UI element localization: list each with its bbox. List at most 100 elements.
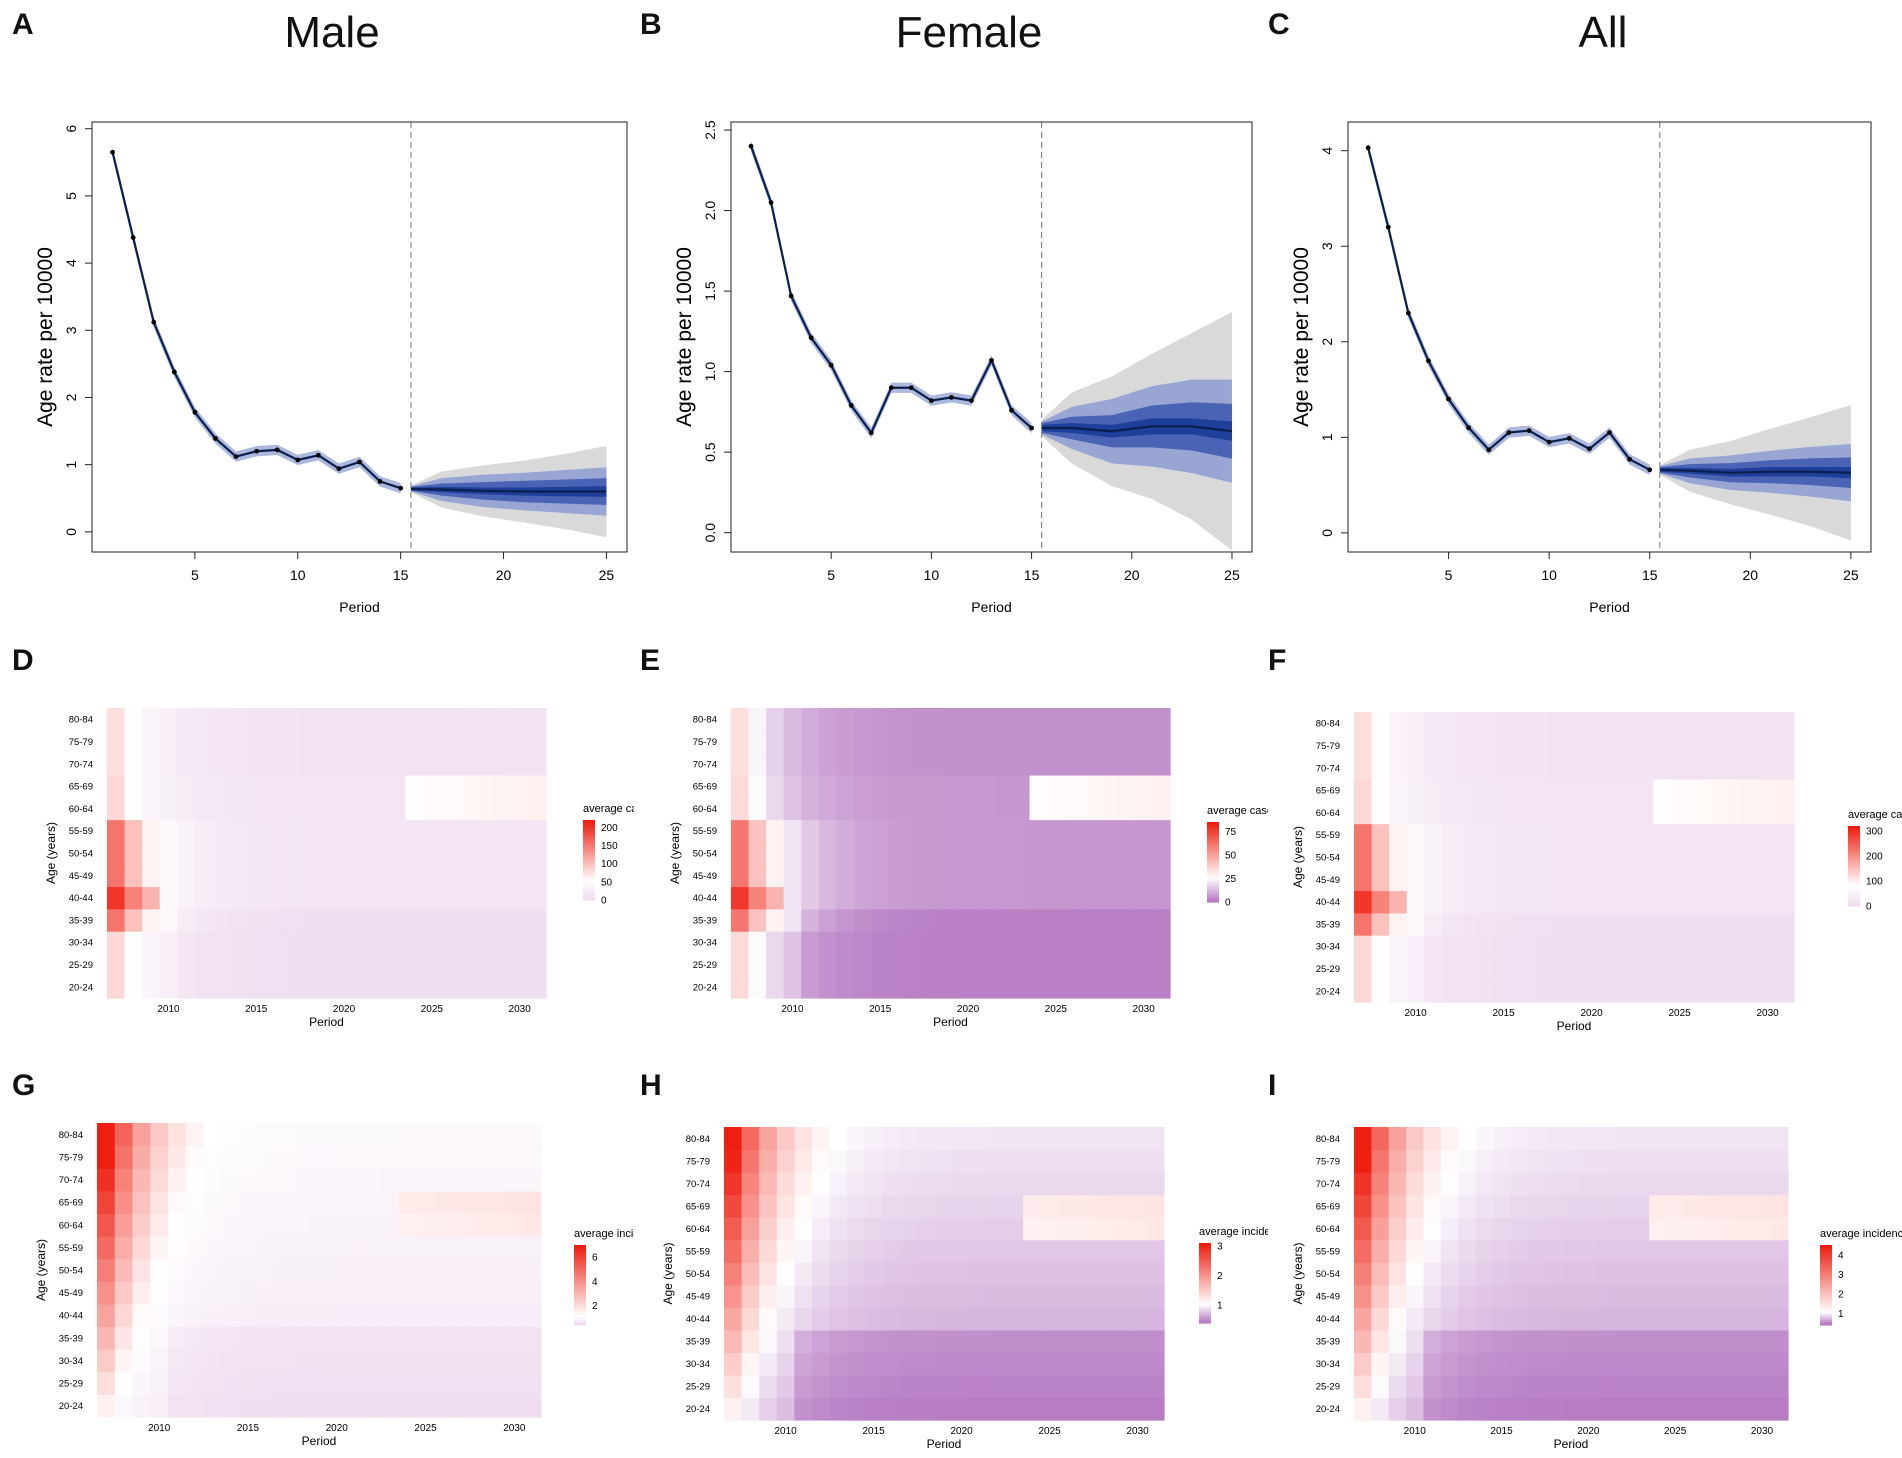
- heatmap-cell: [724, 1374, 743, 1399]
- heatmap-cell: [1688, 734, 1707, 758]
- heatmap-cell: [1371, 823, 1390, 847]
- heatmap-cell: [1082, 774, 1101, 798]
- heatmap-cell: [1371, 1329, 1390, 1353]
- heatmap-cell: [1510, 1374, 1529, 1399]
- heatmap-cell: [265, 953, 284, 977]
- heatmap-cell: [794, 1149, 813, 1173]
- heatmap-cell: [731, 797, 750, 821]
- heatmap-cell: [988, 1262, 1007, 1286]
- legend-gradient-step: [583, 828, 595, 832]
- y-tick-label: 80-84: [1316, 1134, 1340, 1145]
- heatmap-cell: [423, 975, 442, 999]
- heatmap-cell: [416, 1145, 436, 1169]
- heatmap-cell: [1597, 1239, 1615, 1263]
- y-tick-label: 4: [63, 259, 79, 267]
- heatmap-cell: [1389, 801, 1408, 825]
- heatmap-cell: [1758, 823, 1777, 847]
- y-tick-label: 20-24: [1316, 1404, 1340, 1415]
- heatmap-cell: [1406, 1397, 1425, 1421]
- heatmap-cell: [256, 1236, 276, 1260]
- heatmap-cell: [994, 819, 1013, 843]
- heatmap-cell: [1371, 868, 1390, 892]
- heatmap-cell: [1354, 1397, 1372, 1421]
- observed-band: [112, 147, 401, 494]
- observed-point: [398, 485, 404, 491]
- y-tick-label: 1: [63, 461, 79, 469]
- heatmap-cell: [159, 797, 178, 821]
- heatmap-cell: [853, 931, 873, 954]
- heatmap-cell: [1688, 823, 1707, 847]
- legend-gradient-step: [1199, 1251, 1211, 1255]
- heatmap-cell: [1614, 1352, 1633, 1376]
- heatmap-cell: [1459, 712, 1478, 735]
- heatmap-male-incidence: 20-2425-2930-3435-3940-4445-4950-5455-59…: [34, 1123, 634, 1448]
- heatmap-cell: [416, 1394, 436, 1418]
- heatmap-cell: [1111, 1127, 1130, 1151]
- heatmap-cell: [952, 1262, 971, 1286]
- heatmap-cell: [1005, 1149, 1024, 1173]
- legend-gradient-step: [583, 870, 595, 874]
- heatmap-cell: [1718, 1329, 1737, 1353]
- heatmap-cell: [1770, 1307, 1789, 1331]
- heatmap-cell: [352, 953, 371, 977]
- heatmap-cell: [959, 730, 978, 754]
- heatmap-cell: [1723, 935, 1742, 958]
- heatmap-cell: [1741, 957, 1760, 981]
- heatmap-cell: [959, 975, 978, 999]
- heatmap-cell: [836, 730, 855, 754]
- heatmap-cell: [1389, 957, 1408, 981]
- heatmap-cell: [1527, 1262, 1546, 1286]
- heatmap-cell: [1670, 756, 1689, 780]
- heatmap-cell: [1635, 801, 1654, 825]
- heatmap-cell: [107, 953, 126, 977]
- heatmap-cell: [523, 1258, 542, 1282]
- x-tick-label: 2015: [245, 1004, 268, 1015]
- heatmap-cell: [265, 864, 284, 888]
- heatmap-cell: [265, 819, 284, 843]
- heatmap-cell: [1354, 734, 1373, 758]
- legend-gradient-step: [1820, 1285, 1832, 1289]
- observed-band: [1368, 142, 1650, 475]
- heatmap-cell: [1653, 734, 1672, 758]
- heatmap-cell: [1389, 823, 1408, 847]
- heatmap-cell: [247, 886, 266, 910]
- heatmap-cell: [1753, 1284, 1772, 1308]
- heatmap-cell: [766, 975, 785, 999]
- legend-gradient-step: [1199, 1285, 1211, 1289]
- heatmap-cell: [97, 1326, 116, 1350]
- heatmap-cell: [1683, 1262, 1702, 1286]
- heatmap-cell: [452, 1349, 471, 1373]
- heatmap-cell: [335, 841, 354, 865]
- heatmap-cell: [212, 886, 231, 910]
- heatmap-cell: [1618, 957, 1637, 981]
- heatmap-cell: [239, 1394, 258, 1418]
- heatmap-cell: [185, 1145, 205, 1169]
- heatmap-cell: [1579, 1127, 1598, 1151]
- heatmap-cell: [381, 1190, 400, 1215]
- heatmap-cell: [168, 1190, 187, 1215]
- heatmap-cell: [1701, 1352, 1720, 1376]
- heatmap-cell: [107, 864, 126, 888]
- heatmap-cell: [1718, 1127, 1737, 1151]
- heatmap-cell: [510, 774, 530, 798]
- heatmap-cell: [256, 1190, 276, 1215]
- heatmap-cell: [741, 1194, 760, 1218]
- heatmap-cell: [1770, 1149, 1789, 1173]
- heatmap-cell: [1082, 730, 1101, 754]
- heatmap-cell: [731, 886, 750, 910]
- observed-point: [151, 319, 157, 325]
- heatmap-cell: [818, 931, 837, 954]
- heatmap-cell: [1388, 1329, 1407, 1353]
- x-tick-label: 20: [1124, 567, 1140, 583]
- heatmap-cell: [882, 1307, 901, 1331]
- legend-gradient-step: [1207, 870, 1219, 874]
- heatmap-cell: [1565, 935, 1584, 958]
- heatmap-cell: [292, 1213, 311, 1237]
- heatmap-cell: [363, 1326, 382, 1350]
- legend-gradient-step: [583, 862, 595, 866]
- heatmap-cell: [776, 1374, 795, 1399]
- y-tick-label: 20-24: [59, 1401, 83, 1412]
- heatmap-cell: [976, 797, 995, 821]
- heatmap-cell: [1723, 734, 1742, 758]
- heatmap-cell: [1423, 1284, 1442, 1308]
